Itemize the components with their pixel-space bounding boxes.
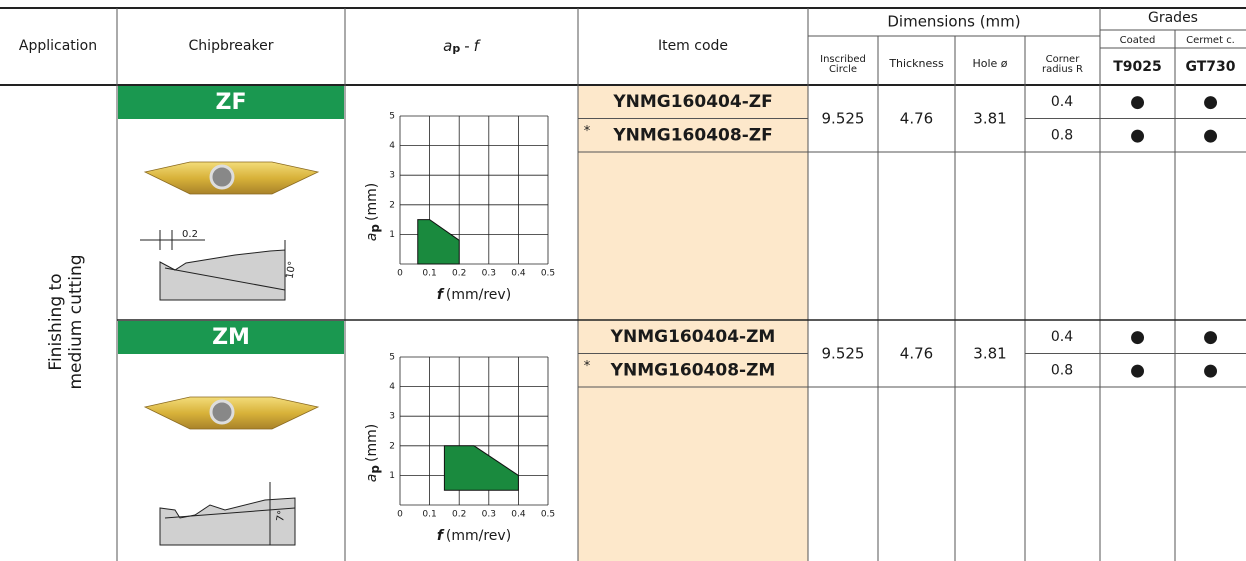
unit: (mm) [364, 183, 380, 221]
dim-col-label: Thickness [888, 57, 944, 70]
dimension: 4.76 [900, 345, 933, 363]
profile-label: 10° [285, 260, 299, 279]
application-line: medium cutting [66, 254, 86, 389]
unit: (mm/rev) [446, 287, 511, 303]
insert-hole [211, 401, 233, 423]
header-item-code: Item code [658, 38, 728, 54]
x-tick-label: 0.3 [482, 269, 496, 279]
item-star: * [584, 359, 591, 374]
dimension: 3.81 [973, 345, 1006, 363]
corner-radius: 0.8 [1051, 128, 1073, 144]
grade-type: Cermet c. [1186, 35, 1235, 46]
y-tick-label: 1 [389, 471, 395, 481]
corner-radius: 0.4 [1051, 94, 1073, 110]
unit: (mm/rev) [446, 528, 511, 544]
corner-radius: 0.8 [1051, 363, 1073, 379]
sym: a [364, 474, 380, 483]
y-tick-label: 3 [389, 171, 395, 181]
item-code: YNMG160408-ZF [612, 126, 772, 146]
item-code: YNMG160408-ZM [610, 361, 776, 381]
x-tick-label: 0.1 [422, 269, 436, 279]
sub: p [368, 465, 382, 474]
x-axis-label: f(mm/rev) [437, 287, 511, 303]
dim-col-label: radius R [1042, 64, 1083, 75]
x-tick-label: 0.5 [541, 510, 555, 520]
dimension: 9.525 [822, 110, 865, 128]
x-tick-label: 0 [397, 269, 403, 279]
catalog-table: ApplicationChipbreakerap-fItem codeDimen… [0, 0, 1246, 561]
y-tick-label: 5 [389, 353, 395, 363]
profile [160, 250, 285, 300]
sym: f [437, 528, 445, 544]
application-line: Finishing to [46, 273, 66, 370]
grade-code: GT730 [1185, 59, 1235, 75]
y-tick-label: 2 [389, 200, 395, 210]
sub: p [452, 42, 460, 55]
x-tick-label: 0.2 [452, 269, 466, 279]
y-tick-label: 4 [389, 382, 395, 392]
grade-mark: ● [1130, 361, 1145, 381]
header-application: Application [19, 38, 97, 54]
x-tick-label: 0.1 [422, 510, 436, 520]
grade-mark: ● [1130, 327, 1145, 347]
sym: f [474, 37, 482, 55]
sym: a [364, 233, 380, 242]
x-tick-label: 0.3 [482, 510, 496, 520]
grade-mark: ● [1203, 361, 1218, 381]
y-tick-label: 1 [389, 230, 395, 240]
sub: p [368, 224, 382, 233]
header-ap-f: ap-f [443, 37, 482, 56]
profile-label: 0.2 [182, 229, 198, 240]
cutting-region [418, 220, 459, 264]
dimension: 3.81 [973, 110, 1006, 128]
sym: a [443, 37, 452, 55]
item-code: YNMG160404-ZF [612, 92, 772, 112]
dimension: 9.525 [822, 345, 865, 363]
grade-mark: ● [1203, 327, 1218, 347]
header-chipbreaker: Chipbreaker [189, 38, 274, 54]
y-axis-label: ap (mm) [364, 183, 382, 241]
grade-mark: ● [1203, 92, 1218, 112]
x-tick-label: 0.4 [511, 269, 526, 279]
chipbreaker-name: ZM [212, 325, 250, 350]
grade-code: T9025 [1113, 59, 1162, 75]
dim-col-label: Hole ø [972, 57, 1007, 70]
y-axis-label: ap (mm) [364, 424, 382, 482]
grade-mark: ● [1130, 92, 1145, 112]
y-tick-label: 4 [389, 141, 395, 151]
dim-col-label: Circle [829, 64, 857, 75]
x-tick-label: 0.5 [541, 269, 555, 279]
header-dimensions: Dimensions (mm) [887, 13, 1020, 31]
dash: - [464, 37, 469, 55]
grade-mark: ● [1203, 126, 1218, 146]
header-grades: Grades [1148, 10, 1198, 26]
item-code-bg [578, 85, 808, 561]
x-tick-label: 0.4 [511, 510, 526, 520]
y-tick-label: 3 [389, 412, 395, 422]
x-axis-label: f(mm/rev) [437, 528, 511, 544]
corner-radius: 0.4 [1051, 329, 1073, 345]
sym: f [437, 287, 445, 303]
x-tick-label: 0 [397, 510, 403, 520]
chipbreaker-name: ZF [216, 90, 247, 115]
dimension: 4.76 [900, 110, 933, 128]
y-tick-label: 2 [389, 441, 395, 451]
x-tick-label: 0.2 [452, 510, 466, 520]
unit: (mm) [364, 424, 380, 462]
item-star: * [584, 124, 591, 139]
profile-label: 7° [275, 510, 288, 523]
cutting-region [444, 446, 518, 490]
item-code: YNMG160404-ZM [610, 327, 776, 347]
grade-mark: ● [1130, 126, 1145, 146]
grade-type: Coated [1120, 35, 1156, 46]
insert-hole [211, 166, 233, 188]
y-tick-label: 5 [389, 112, 395, 122]
